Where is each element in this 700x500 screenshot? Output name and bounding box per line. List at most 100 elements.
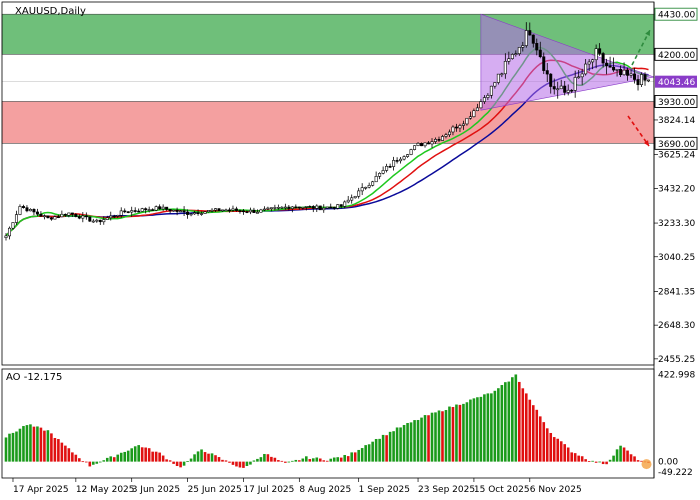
ao-bar <box>130 448 134 462</box>
ao-bar <box>465 402 469 462</box>
candle-body <box>643 74 647 81</box>
ao-title: AO -12.175 <box>6 372 62 383</box>
candle-body <box>584 63 588 75</box>
x-tick-label: 6 Nov 2025 <box>530 485 582 495</box>
candle-body <box>626 69 630 76</box>
ao-bar <box>434 412 437 462</box>
ao-bar <box>514 374 518 462</box>
candle-body <box>165 206 169 210</box>
ao-bar <box>399 427 402 462</box>
ao-bar <box>507 381 511 462</box>
candle-body <box>77 216 81 219</box>
x-tick-label: 12 May 2025 <box>76 485 135 495</box>
ao-bar <box>633 456 636 462</box>
candle-body <box>629 73 633 76</box>
candle-body <box>608 65 612 68</box>
candle-body <box>290 206 294 209</box>
candle-body <box>231 208 235 211</box>
ao-bar <box>263 453 266 462</box>
candle-body <box>524 30 528 46</box>
candle-body <box>4 235 8 238</box>
candle-body <box>570 89 574 92</box>
ao-bar <box>284 461 287 463</box>
ao-bar <box>235 461 238 467</box>
candle-body <box>612 66 616 71</box>
ao-bar <box>402 425 406 462</box>
ao-bar <box>224 460 228 462</box>
candle-body <box>353 195 357 199</box>
candle-body <box>360 187 364 192</box>
candle-body <box>357 190 361 197</box>
candle-body <box>102 219 106 223</box>
ao-bar <box>364 445 367 462</box>
candle-body <box>315 205 319 209</box>
candle-body <box>640 74 644 86</box>
candle-body <box>123 210 127 213</box>
ao-bar <box>4 437 8 462</box>
candle-body <box>25 207 29 212</box>
ao-bar <box>242 461 245 468</box>
candle-body <box>493 82 497 87</box>
ao-bar <box>486 393 490 462</box>
ao-bar <box>43 430 46 462</box>
candle-body <box>395 160 399 162</box>
ao-bar <box>214 455 217 462</box>
ao-bar <box>291 460 294 462</box>
ao-bar <box>353 452 357 462</box>
candle-body <box>517 47 521 55</box>
x-tick-label: 8 Aug 2025 <box>299 485 351 495</box>
candle-body <box>175 209 179 212</box>
ao-bar <box>179 461 182 468</box>
ao-bar <box>622 447 626 462</box>
ao-bar <box>339 457 343 462</box>
candle-body <box>241 210 245 213</box>
ao-bar <box>245 461 249 467</box>
candle-body <box>531 34 535 44</box>
ao-bar <box>15 431 18 462</box>
candle-body <box>95 219 99 222</box>
ao-bar <box>98 461 102 463</box>
ao-bar <box>123 451 127 462</box>
ao-bar <box>612 455 615 462</box>
candle-body <box>287 206 291 209</box>
candle-body <box>168 209 172 212</box>
ao-bar <box>430 412 434 462</box>
candle-body <box>332 206 336 209</box>
candle-body <box>301 206 305 209</box>
candle-body <box>437 139 441 141</box>
ao-bar <box>36 426 39 462</box>
ao-bar <box>200 449 203 462</box>
ao-bar <box>591 460 594 462</box>
ao-bar <box>50 433 53 462</box>
ao-bar <box>71 452 74 462</box>
candle-body <box>154 206 158 211</box>
ao-bar <box>74 454 78 462</box>
ao-bar <box>559 441 563 462</box>
ao-bar <box>469 399 472 462</box>
candle-body <box>503 61 507 75</box>
price-panel: 4430.00 4200.00 3824.14 3625.24 3432.20 3233.… <box>1 1 698 478</box>
bullish-forecast-arrow-head <box>645 30 650 36</box>
candle-body <box>486 95 490 98</box>
candle-body <box>227 209 231 212</box>
ao-bar <box>53 437 57 462</box>
ao-bar <box>566 447 570 462</box>
ao-bar <box>210 453 214 462</box>
level-label: 3690.00 <box>658 140 695 150</box>
candle-body <box>266 207 270 210</box>
y-tick-label: 3625.24 <box>658 151 695 161</box>
ao-bar <box>81 461 85 463</box>
y-tick-label: 3040.25 <box>658 253 695 263</box>
candle-body <box>454 126 458 129</box>
candle-body <box>179 210 183 213</box>
ao-bar <box>25 425 29 462</box>
x-tick-label: 1 Sep 2025 <box>359 485 410 495</box>
candle-body <box>217 208 221 211</box>
candle-body <box>521 45 525 48</box>
candle-body <box>556 88 560 91</box>
candle-body <box>500 73 504 76</box>
ao-bar <box>605 461 608 465</box>
candle-body <box>49 217 53 220</box>
y-tick-label: 3233.30 <box>658 219 695 229</box>
bearish-forecast-arrow-head <box>643 140 649 146</box>
